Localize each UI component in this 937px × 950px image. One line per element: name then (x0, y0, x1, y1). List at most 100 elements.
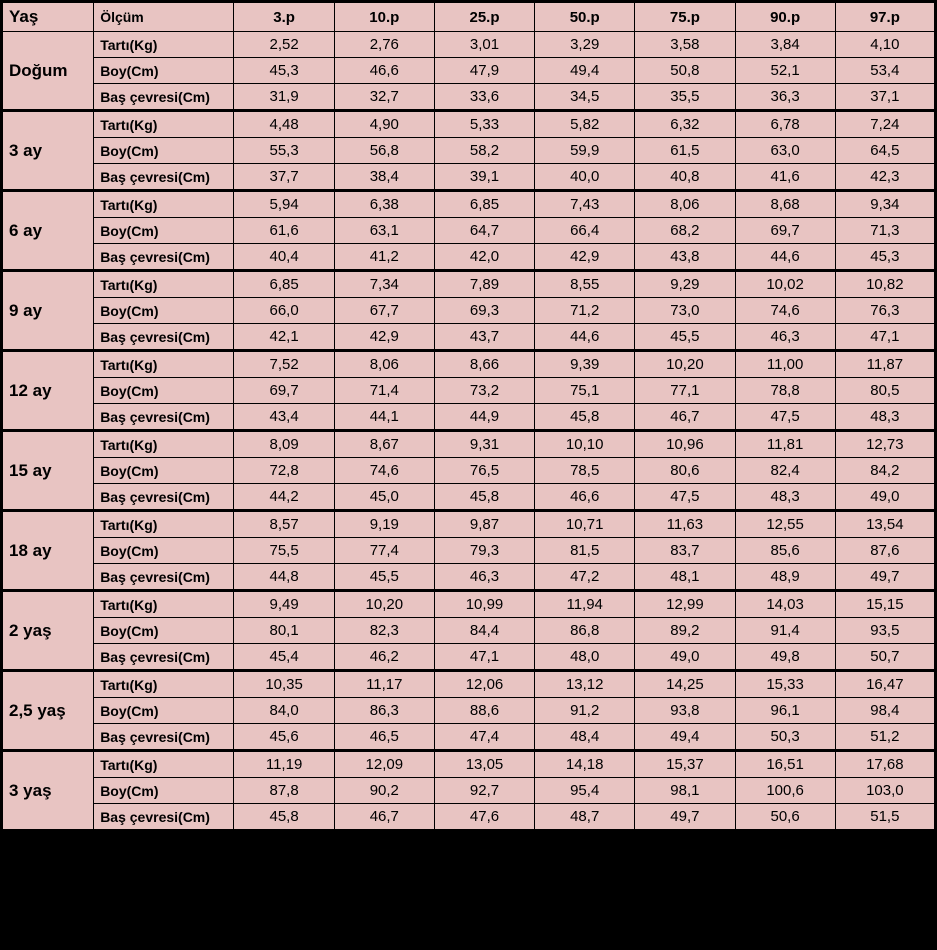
measure-cell: Tartı(Kg) (94, 271, 234, 298)
value-cell: 76,3 (835, 298, 935, 324)
value-cell: 48,3 (735, 484, 835, 511)
value-cell: 9,49 (234, 591, 334, 618)
age-cell: 12 ay (2, 351, 94, 431)
value-cell: 11,81 (735, 431, 835, 458)
age-cell: 9 ay (2, 271, 94, 351)
age-cell: 2 yaş (2, 591, 94, 671)
value-cell: 91,2 (535, 698, 635, 724)
value-cell: 6,78 (735, 111, 835, 138)
value-cell: 11,19 (234, 751, 334, 778)
value-cell: 46,3 (735, 324, 835, 351)
value-cell: 43,4 (234, 404, 334, 431)
value-cell: 8,09 (234, 431, 334, 458)
value-cell: 9,29 (635, 271, 735, 298)
value-cell: 42,9 (334, 324, 434, 351)
value-cell: 48,3 (835, 404, 935, 431)
value-cell: 46,6 (535, 484, 635, 511)
table-row: Baş çevresi(Cm)45,446,247,148,049,049,85… (2, 644, 936, 671)
value-cell: 81,5 (535, 538, 635, 564)
value-cell: 74,6 (735, 298, 835, 324)
value-cell: 46,3 (434, 564, 534, 591)
value-cell: 8,06 (635, 191, 735, 218)
value-cell: 10,96 (635, 431, 735, 458)
value-cell: 44,6 (735, 244, 835, 271)
value-cell: 69,3 (434, 298, 534, 324)
header-p75: 75.p (635, 2, 735, 32)
table-row: Baş çevresi(Cm)44,245,045,846,647,548,34… (2, 484, 936, 511)
value-cell: 48,9 (735, 564, 835, 591)
value-cell: 49,8 (735, 644, 835, 671)
value-cell: 42,1 (234, 324, 334, 351)
value-cell: 10,02 (735, 271, 835, 298)
value-cell: 45,8 (535, 404, 635, 431)
value-cell: 12,06 (434, 671, 534, 698)
value-cell: 15,33 (735, 671, 835, 698)
value-cell: 2,52 (234, 32, 334, 58)
value-cell: 11,00 (735, 351, 835, 378)
value-cell: 6,38 (334, 191, 434, 218)
table-row: 15 ayTartı(Kg)8,098,679,3110,1010,9611,8… (2, 431, 936, 458)
value-cell: 46,2 (334, 644, 434, 671)
value-cell: 11,87 (835, 351, 935, 378)
value-cell: 63,1 (334, 218, 434, 244)
value-cell: 58,2 (434, 138, 534, 164)
value-cell: 72,8 (234, 458, 334, 484)
value-cell: 44,1 (334, 404, 434, 431)
header-measure: Ölçüm (94, 2, 234, 32)
table-row: 2,5 yaşTartı(Kg)10,3511,1712,0613,1214,2… (2, 671, 936, 698)
value-cell: 85,6 (735, 538, 835, 564)
value-cell: 32,7 (334, 84, 434, 111)
value-cell: 7,52 (234, 351, 334, 378)
value-cell: 3,29 (535, 32, 635, 58)
value-cell: 4,90 (334, 111, 434, 138)
value-cell: 11,63 (635, 511, 735, 538)
table-row: Boy(Cm)75,577,479,381,583,785,687,6 (2, 538, 936, 564)
measure-cell: Boy(Cm) (94, 538, 234, 564)
value-cell: 8,57 (234, 511, 334, 538)
value-cell: 77,4 (334, 538, 434, 564)
value-cell: 66,0 (234, 298, 334, 324)
header-age: Yaş (2, 2, 94, 32)
value-cell: 9,87 (434, 511, 534, 538)
table-row: Baş çevresi(Cm)40,441,242,042,943,844,64… (2, 244, 936, 271)
value-cell: 8,67 (334, 431, 434, 458)
value-cell: 37,1 (835, 84, 935, 111)
value-cell: 50,8 (635, 58, 735, 84)
value-cell: 45,6 (234, 724, 334, 751)
table-row: Boy(Cm)45,346,647,949,450,852,153,4 (2, 58, 936, 84)
value-cell: 9,34 (835, 191, 935, 218)
value-cell: 51,5 (835, 804, 935, 831)
value-cell: 71,2 (535, 298, 635, 324)
value-cell: 45,0 (334, 484, 434, 511)
value-cell: 88,6 (434, 698, 534, 724)
value-cell: 43,7 (434, 324, 534, 351)
value-cell: 98,4 (835, 698, 935, 724)
value-cell: 48,7 (535, 804, 635, 831)
value-cell: 98,1 (635, 778, 735, 804)
value-cell: 96,1 (735, 698, 835, 724)
value-cell: 78,5 (535, 458, 635, 484)
value-cell: 45,3 (234, 58, 334, 84)
value-cell: 3,84 (735, 32, 835, 58)
table-row: Baş çevresi(Cm)31,932,733,634,535,536,33… (2, 84, 936, 111)
value-cell: 33,6 (434, 84, 534, 111)
value-cell: 82,4 (735, 458, 835, 484)
table-body: DoğumTartı(Kg)2,522,763,013,293,583,844,… (2, 32, 936, 831)
table-row: DoğumTartı(Kg)2,522,763,013,293,583,844,… (2, 32, 936, 58)
value-cell: 103,0 (835, 778, 935, 804)
value-cell: 83,7 (635, 538, 735, 564)
value-cell: 4,48 (234, 111, 334, 138)
value-cell: 8,06 (334, 351, 434, 378)
value-cell: 13,05 (434, 751, 534, 778)
value-cell: 41,2 (334, 244, 434, 271)
value-cell: 86,3 (334, 698, 434, 724)
table-row: Boy(Cm)84,086,388,691,293,896,198,4 (2, 698, 936, 724)
value-cell: 42,0 (434, 244, 534, 271)
table-row: 18 ayTartı(Kg)8,579,199,8710,7111,6312,5… (2, 511, 936, 538)
value-cell: 8,55 (535, 271, 635, 298)
age-cell: 15 ay (2, 431, 94, 511)
table-row: Boy(Cm)66,067,769,371,273,074,676,3 (2, 298, 936, 324)
value-cell: 75,1 (535, 378, 635, 404)
measure-cell: Baş çevresi(Cm) (94, 644, 234, 671)
value-cell: 80,6 (635, 458, 735, 484)
